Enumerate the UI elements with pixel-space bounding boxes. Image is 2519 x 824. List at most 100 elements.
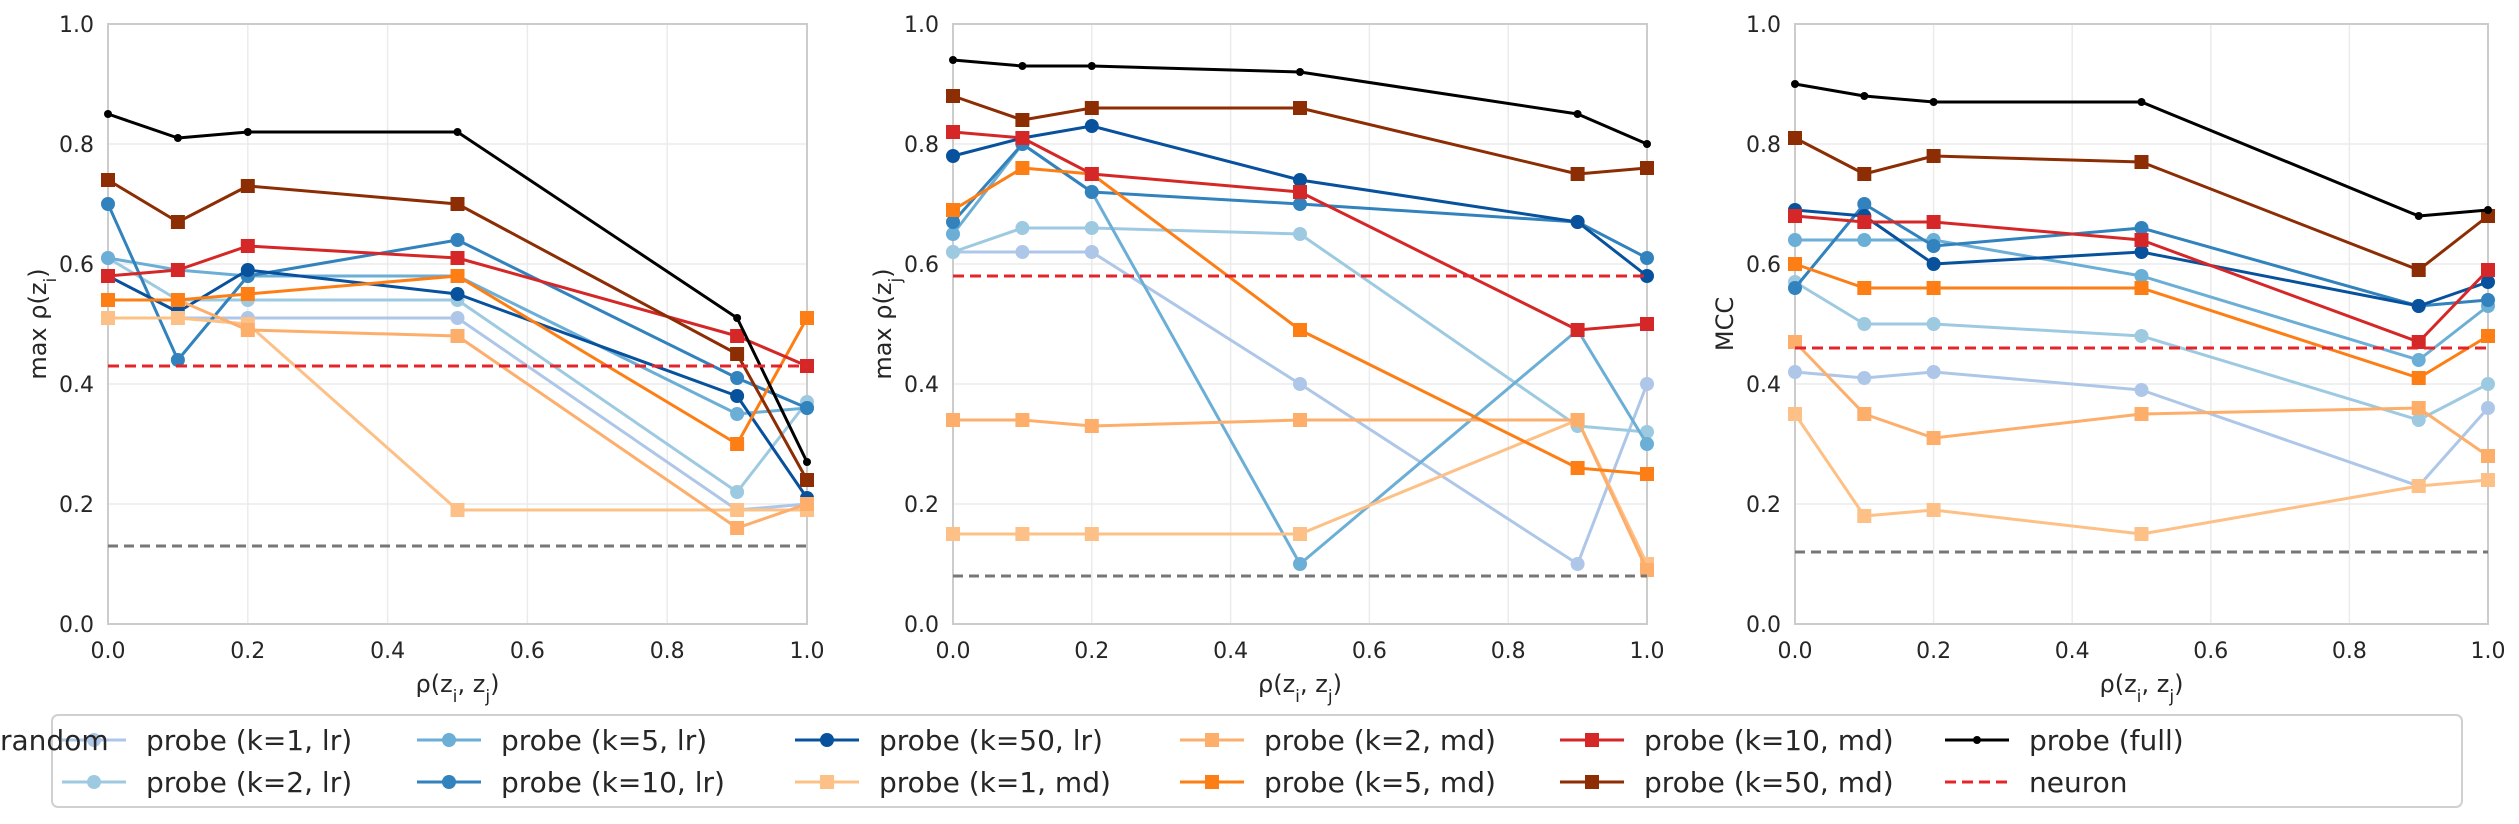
x-tick-label: 0.6 — [510, 639, 545, 664]
data-point — [800, 473, 814, 487]
data-point — [1570, 215, 1585, 229]
data-point — [1926, 257, 1941, 271]
data-point — [1857, 407, 1872, 421]
data-point — [946, 413, 960, 427]
data-point — [1573, 110, 1582, 118]
data-point — [240, 263, 255, 277]
data-point — [1857, 233, 1872, 247]
legend-label: probe (k=50, md) — [1644, 766, 1894, 799]
legend-label: probe (full) — [2029, 724, 2184, 757]
series-line — [107, 178, 809, 481]
data-point — [946, 245, 960, 259]
data-point — [243, 128, 252, 136]
y-tick-label: 0.4 — [1746, 373, 1781, 398]
data-point — [240, 287, 255, 301]
y-axis-label: MCC — [1711, 297, 1739, 351]
data-point — [1788, 407, 1802, 421]
y-tick-label: 0.8 — [59, 133, 94, 158]
data-point — [1788, 281, 1802, 295]
data-point — [946, 89, 960, 103]
data-point — [1857, 281, 1872, 295]
data-point — [173, 134, 182, 142]
legend-swatch-marker — [1205, 775, 1219, 789]
series-line — [1793, 340, 2489, 458]
data-point — [733, 314, 742, 322]
data-point — [450, 503, 465, 517]
data-point — [1929, 98, 1938, 106]
data-point — [101, 293, 115, 307]
y-tick-label: 0.4 — [904, 373, 939, 398]
data-point — [1857, 509, 1872, 523]
legend-swatch-marker — [1585, 775, 1599, 789]
data-point — [1857, 197, 1872, 211]
data-point — [2411, 299, 2426, 313]
legend-entry-neuron: neuron — [1945, 766, 2128, 799]
legend-label: probe (k=5, md) — [1264, 766, 1496, 799]
series-probe-k-50-md — [1788, 131, 2495, 277]
data-point — [1084, 185, 1099, 199]
data-point — [453, 128, 462, 136]
data-point — [1293, 413, 1307, 427]
data-point — [2134, 527, 2149, 541]
y-tick-label: 0.6 — [1746, 253, 1781, 278]
data-point — [730, 437, 745, 451]
series-probe-k-5-md — [946, 161, 1654, 481]
series-probe-k-50-lr — [1788, 203, 2495, 313]
legend-label: probe (k=5, lr) — [501, 724, 707, 757]
y-axis-label: max ρ(zj) — [869, 268, 906, 379]
y-tick-label: 1.0 — [1746, 13, 1781, 38]
data-point — [1788, 365, 1802, 379]
legend-box — [51, 714, 2463, 808]
legend-label: neuron — [2029, 766, 2128, 799]
data-point — [240, 323, 255, 337]
data-point — [2411, 401, 2426, 415]
data-point — [1293, 227, 1307, 241]
data-point — [730, 329, 745, 343]
y-tick-label: 0.2 — [59, 493, 94, 518]
data-point — [1640, 377, 1654, 391]
data-point — [730, 371, 745, 385]
data-point — [1926, 503, 1941, 517]
data-point — [2411, 413, 2426, 427]
legend-swatch-marker — [820, 775, 834, 789]
data-point — [2134, 221, 2149, 235]
data-point — [2134, 281, 2149, 295]
data-point — [1926, 365, 1941, 379]
x-tick-label: 1.0 — [2471, 639, 2506, 664]
data-point — [450, 197, 465, 211]
data-point — [1084, 167, 1099, 181]
series-line — [952, 166, 1648, 476]
data-point — [2481, 449, 2495, 463]
data-point — [946, 149, 960, 163]
data-point — [800, 401, 814, 415]
data-point — [2134, 383, 2149, 397]
y-tick-label: 0.0 — [904, 613, 939, 638]
data-point — [450, 233, 465, 247]
legend-entry-probe-k-10-lr: probe (k=10, lr) — [417, 766, 725, 799]
x-tick-label: 1.0 — [790, 639, 825, 664]
x-tick-label: 0.4 — [1213, 639, 1248, 664]
series-line — [106, 203, 808, 410]
series-line — [951, 142, 1648, 260]
x-tick-label: 0.0 — [91, 639, 126, 664]
series-line — [952, 124, 1648, 278]
y-tick-label: 1.0 — [59, 13, 94, 38]
data-point — [1926, 281, 1941, 295]
series-line — [953, 250, 1649, 566]
series-line — [1793, 413, 2489, 536]
data-point — [101, 311, 115, 325]
x-tick-label: 0.8 — [2332, 639, 2367, 664]
series-line — [952, 226, 1648, 434]
x-tick-label: 0.6 — [1352, 639, 1387, 664]
chart-panel-2: 0.0 0.2 0.4 0.6 0.8 1.0 0.0 0.2 0.4 0.6 0.8 1.0 ρ(zi… — [869, 13, 1665, 707]
data-point — [2411, 371, 2426, 385]
series-probe-k-10-md — [1788, 209, 2495, 349]
series-probe-k-5-md — [101, 269, 814, 451]
data-point — [1570, 167, 1585, 181]
data-point — [2414, 212, 2423, 220]
data-point — [1015, 245, 1030, 259]
data-point — [1018, 62, 1027, 70]
data-point — [1087, 62, 1096, 70]
data-point — [2481, 377, 2495, 391]
data-point — [1570, 323, 1585, 337]
